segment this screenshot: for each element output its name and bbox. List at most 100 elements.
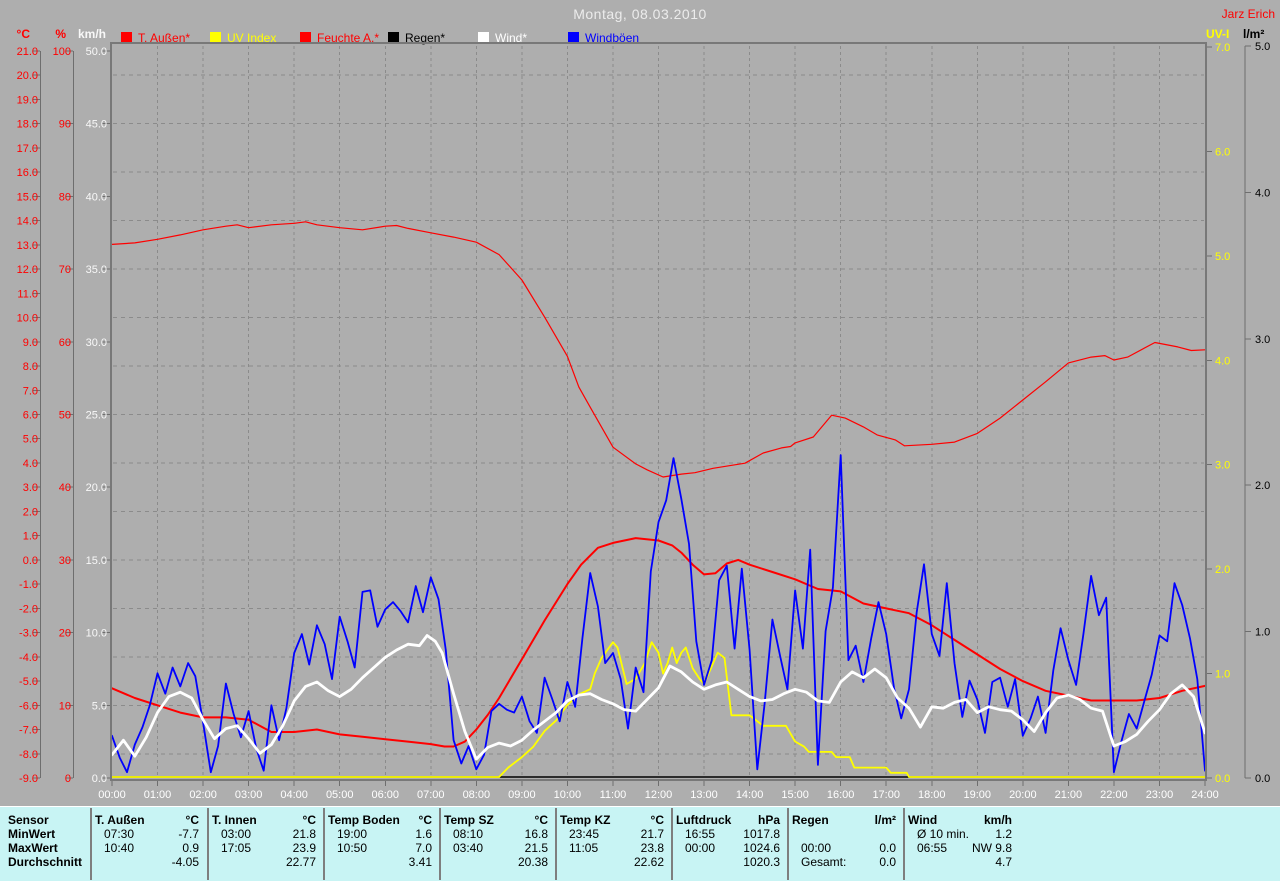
x-tick-label: 05:00 [326, 789, 354, 801]
temp-tick-label: 10.0 [17, 313, 38, 325]
x-axis: 00:00 01:00 02:00 03:00 04:00 05:00 06:00 07:00… [98, 780, 1219, 801]
author-label: Jarz Erich [1221, 7, 1275, 21]
temp-tick-label: -1.0 [19, 579, 38, 591]
table-cell-time: Gesamt: [801, 855, 847, 869]
table-cell-value: 22.77 [285, 855, 316, 869]
temp-tick-label: 12.0 [17, 264, 38, 276]
temp-tick-label: 3.0 [23, 482, 38, 494]
table-cell-value: 16.8 [524, 827, 548, 841]
x-tick-label: 24:00 [1191, 789, 1219, 801]
table-column-separator [323, 808, 325, 880]
x-tick-label: 17:00 [872, 789, 900, 801]
table-cell-value: 1.2 [995, 827, 1012, 841]
table-cell-time: 06:55 [917, 841, 948, 855]
wind-tick-label: 35.0 [86, 264, 107, 276]
uv-tick-label: 3.0 [1215, 460, 1230, 472]
wind-tick-label: 50.0 [86, 46, 107, 58]
table-cell-time: 03:00 [221, 827, 252, 841]
table-cell-value: NW 9.8 [971, 841, 1012, 855]
uv-tick-label: 2.0 [1215, 564, 1230, 576]
rain-tick-label: 5.0 [1255, 41, 1270, 53]
temp-tick-label: 6.0 [23, 410, 38, 422]
temp-tick-label: -6.0 [19, 700, 38, 712]
x-tick-label: 07:00 [417, 789, 445, 801]
temp-tick-label: 19.0 [17, 94, 38, 106]
table-cell-value: 4.7 [995, 855, 1012, 869]
table-cell-value: 1.6 [415, 827, 432, 841]
temp-tick-label: 20.0 [17, 70, 38, 82]
uv-tick-label: 0.0 [1215, 773, 1230, 785]
temp-tick-label: 11.0 [17, 288, 38, 300]
table-cell-time: Ø 10 min. [917, 827, 970, 841]
table-cell-time: 23:45 [569, 827, 600, 841]
wind-tick-label: 30.0 [86, 337, 107, 349]
humidity-tick-label: 50 [59, 410, 71, 422]
temp-tick-label: -8.0 [19, 749, 38, 761]
uv-tick-label: 6.0 [1215, 146, 1230, 158]
axis-unit-wind: km/h [77, 27, 106, 41]
axis-unit-uv: UV-I [1206, 27, 1230, 41]
table-cell-time: 17:05 [221, 841, 252, 855]
stats-table: Sensor MinWert MaxWert Durchschnitt T. Außen… [0, 806, 1280, 881]
x-tick-label: 12:00 [645, 789, 673, 801]
humidity-tick-label: 0 [65, 773, 71, 785]
legend-swatch-icon [210, 32, 221, 43]
x-tick-label: 20:00 [1009, 789, 1037, 801]
gridlines [113, 46, 1204, 777]
wind-tick-label: 15.0 [86, 555, 107, 567]
table-header-unit: °C [650, 813, 664, 827]
x-tick-label: 13:00 [690, 789, 718, 801]
legend-item-windb-en[interactable]: Windböen [568, 29, 639, 45]
temp-tick-label: 21.0 [17, 46, 38, 58]
temp-tick-label: 9.0 [23, 337, 38, 349]
table-cell-value: 21.8 [292, 827, 316, 841]
legend-label: Regen* [405, 31, 446, 45]
x-tick-label: 03:00 [235, 789, 263, 801]
table-column-separator [903, 808, 905, 880]
temp-tick-label: 0.0 [23, 555, 38, 567]
axis-unit-humidity: % [55, 27, 66, 41]
x-tick-label: 23:00 [1146, 789, 1174, 801]
temp-tick-label: 2.0 [23, 506, 38, 518]
temp-axis: 21.0 20.0 19.0 18.0 17.0 16.0 15.0 14.0 13.0 12.0… [17, 46, 41, 785]
uv-tick-label: 5.0 [1215, 251, 1230, 263]
legend-item-feuchte-a[interactable]: Feuchte A.* [300, 29, 379, 45]
series-windb-en [111, 454, 1206, 774]
wind-tick-label: 40.0 [86, 191, 107, 203]
table-cell-time: 16:55 [685, 827, 716, 841]
legend-item-wind[interactable]: Wind* [478, 29, 527, 45]
chart-plot-area[interactable]: 21.0 20.0 19.0 18.0 17.0 16.0 15.0 14.0 13.0 12.0… [0, 0, 1280, 806]
table-cell-time: 11:05 [569, 841, 599, 855]
axis-unit-rain: l/m² [1243, 27, 1265, 41]
table-header-name: Temp Boden [328, 813, 400, 827]
x-tick-label: 04:00 [280, 789, 308, 801]
plot-border [110, 42, 1207, 781]
legend-item-regen[interactable]: Regen* [388, 29, 446, 45]
legend-item-uv-index[interactable]: UV Index [210, 29, 276, 45]
table-cell-value: 7.0 [415, 841, 432, 855]
legend-item-t-au-en[interactable]: T. Außen* [121, 29, 190, 45]
table-cell-value: 21.5 [524, 841, 548, 855]
table-cell-value: 1017.8 [743, 827, 780, 841]
table-column-separator [787, 808, 789, 880]
humidity-tick-label: 20 [59, 628, 71, 640]
temp-tick-label: 7.0 [23, 385, 38, 397]
table-cell-time: 10:40 [104, 841, 135, 855]
uv-tick-label: 4.0 [1215, 355, 1230, 367]
table-row-label: Durchschnitt [8, 855, 83, 869]
series-t-au-en [111, 537, 1206, 748]
humidity-tick-label: 100 [53, 46, 71, 58]
table-cell-time: 08:10 [453, 827, 484, 841]
table-row-label: MinWert [8, 827, 56, 841]
x-tick-label: 19:00 [964, 789, 992, 801]
x-tick-label: 10:00 [554, 789, 582, 801]
humidity-tick-label: 40 [59, 482, 71, 494]
x-tick-label: 11:00 [600, 789, 627, 801]
temp-tick-label: -7.0 [19, 725, 38, 737]
legend-swatch-icon [121, 32, 132, 43]
humidity-tick-label: 10 [59, 700, 71, 712]
table-column-separator [671, 808, 673, 880]
humidity-tick-label: 80 [59, 191, 71, 203]
rain-tick-label: 0.0 [1255, 773, 1270, 785]
